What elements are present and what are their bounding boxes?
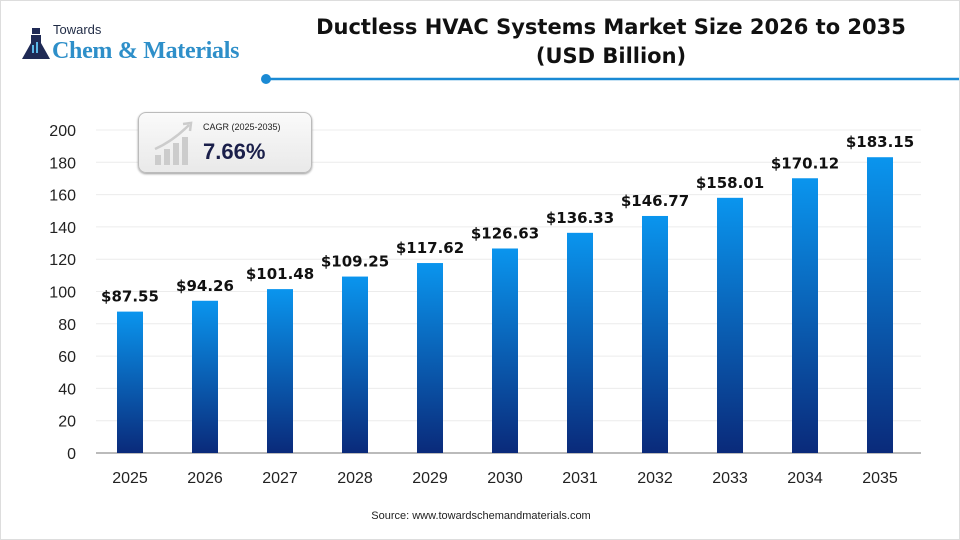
y-tick-label: 0 [67,446,76,463]
y-tick-label: 80 [58,317,76,334]
x-tick-label: 2032 [637,470,673,487]
data-label: $170.12 [771,154,839,172]
x-tick-label: 2033 [712,470,748,487]
bar-2026 [192,300,218,453]
data-label: $117.62 [396,239,464,257]
data-label: $146.77 [621,192,689,210]
x-tick-label: 2031 [562,470,598,487]
source-note: Source: www.towardschemandmaterials.com [371,510,591,522]
logo-text-main: Chem & Materials [52,38,240,64]
data-label: $136.33 [546,209,614,227]
y-tick-label: 160 [49,188,76,205]
bar-2028 [342,276,368,453]
x-tick-label: 2035 [862,470,898,487]
cagr-value: 7.66% [203,139,266,164]
x-tick-label: 2028 [337,470,373,487]
bar-2027 [267,289,293,453]
x-tick-label: 2030 [487,470,523,487]
header-divider [261,74,959,84]
y-tick-label: 40 [58,381,76,398]
y-tick-label: 120 [49,252,76,269]
bar-2032 [642,215,668,453]
x-tick-label: 2026 [187,470,223,487]
bar-2033 [717,197,743,453]
data-label: $183.15 [846,133,914,151]
y-tick-label: 140 [49,220,76,237]
data-label: $109.25 [321,253,389,271]
bar-2035 [867,157,893,453]
logo-text-top: Towards [53,22,102,37]
data-label: $94.26 [176,277,234,295]
data-label: $87.55 [101,288,159,306]
cagr-box: CAGR (2025-2035) 7.66% [138,112,312,173]
data-label: $158.01 [696,174,764,192]
data-label: $101.48 [246,265,314,283]
cagr-label: CAGR (2025-2035) [203,122,281,132]
y-tick-label: 60 [58,349,76,366]
x-tick-label: 2034 [787,470,823,487]
x-tick-label: 2027 [262,470,298,487]
bar-2034 [792,178,818,453]
x-tick-label: 2025 [112,470,148,487]
y-tick-label: 180 [49,155,76,172]
title-line-2: (USD Billion) [535,44,687,68]
growth-chart-icon [154,121,193,165]
y-tick-label: 200 [49,123,76,140]
bar-2030 [492,248,518,453]
y-tick-label: 100 [49,285,76,302]
bar-2031 [567,232,593,453]
title-line-1: Ductless HVAC Systems Market Size 2026 t… [316,15,906,39]
chart-title: Ductless HVAC Systems Market Size 2026 t… [301,13,921,71]
y-tick-label: 20 [58,414,76,431]
bar-2029 [417,263,443,453]
bar-2025 [117,311,143,453]
x-tick-label: 2029 [412,470,448,487]
data-label: $126.63 [471,224,539,242]
logo-flask-icon [22,28,50,59]
